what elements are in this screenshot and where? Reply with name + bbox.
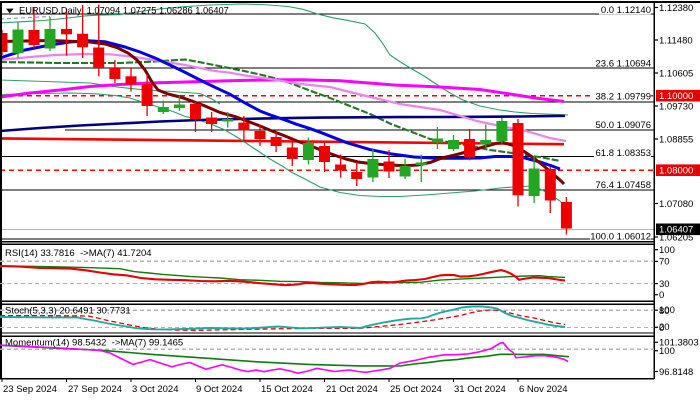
svg-text:21 Oct 2024: 21 Oct 2024 [326,384,378,395]
svg-text:0: 0 [659,290,664,301]
svg-text:25 Oct 2024: 25 Oct 2024 [390,384,442,395]
svg-text:30: 30 [659,279,670,290]
svg-text:1.08855: 1.08855 [659,134,693,145]
svg-text:100: 100 [659,305,675,316]
svg-text:1.11480: 1.11480 [659,35,693,46]
svg-text:Stoch(5,3,3) 20.6491 30.7731: Stoch(5,3,3) 20.6491 30.7731 [5,306,131,317]
svg-text:1.06205: 1.06205 [659,232,693,243]
svg-text:27 Sep 2024: 27 Sep 2024 [68,384,122,395]
svg-text:1.12380: 1.12380 [659,3,693,14]
svg-text:38.2 1.09799: 38.2 1.09799 [596,91,651,102]
svg-text:1.06407: 1.06407 [659,225,693,236]
svg-text:0.0 1.12140: 0.0 1.12140 [601,5,651,16]
svg-text:70: 70 [659,257,670,268]
svg-text:EURUSD,Daily 1.07094 1.07275: EURUSD,Daily 1.07094 1.07275 1.06286 1.0… [19,5,229,15]
svg-text:15 Oct 2024: 15 Oct 2024 [261,384,313,395]
svg-text:0: 0 [659,323,664,334]
svg-text:23 Sep 2024: 23 Sep 2024 [3,384,57,395]
svg-text:1.10605: 1.10605 [659,68,693,79]
svg-text:Momentum(14) 98.5432 ->MA(7): Momentum(14) 98.5432 ->MA(7) 99.1465 [5,338,183,349]
svg-text:1.09730: 1.09730 [659,101,693,112]
svg-text:3 Oct 2024: 3 Oct 2024 [132,384,178,395]
svg-text:76.4 1.07458: 76.4 1.07458 [596,180,651,191]
svg-text:20: 20 [659,322,670,333]
svg-text:31 Oct 2024: 31 Oct 2024 [454,384,506,395]
svg-text:100: 100 [659,346,675,357]
svg-text:100: 100 [659,245,675,256]
svg-text:1.08000: 1.08000 [659,166,693,177]
svg-text:23.6 1.10694: 23.6 1.10694 [596,58,651,69]
svg-text:50.0 1.09076: 50.0 1.09076 [596,120,651,131]
svg-text:96.8148: 96.8148 [659,367,693,378]
svg-text:100.0 1.06012: 100.0 1.06012 [590,231,651,242]
svg-text:RSI(14) 33.7816 ->MA(7) 41.72: RSI(14) 33.7816 ->MA(7) 41.7204 [5,248,152,259]
svg-text:101.3803: 101.3803 [659,338,699,349]
svg-text:9 Oct 2024: 9 Oct 2024 [196,384,242,395]
svg-text:6 Nov 2024: 6 Nov 2024 [519,384,568,395]
svg-text:1.07080: 1.07080 [659,199,693,210]
svg-text:1.10000: 1.10000 [659,91,693,102]
svg-text:80: 80 [659,306,670,317]
svg-text:61.8 1.08353: 61.8 1.08353 [596,148,651,159]
